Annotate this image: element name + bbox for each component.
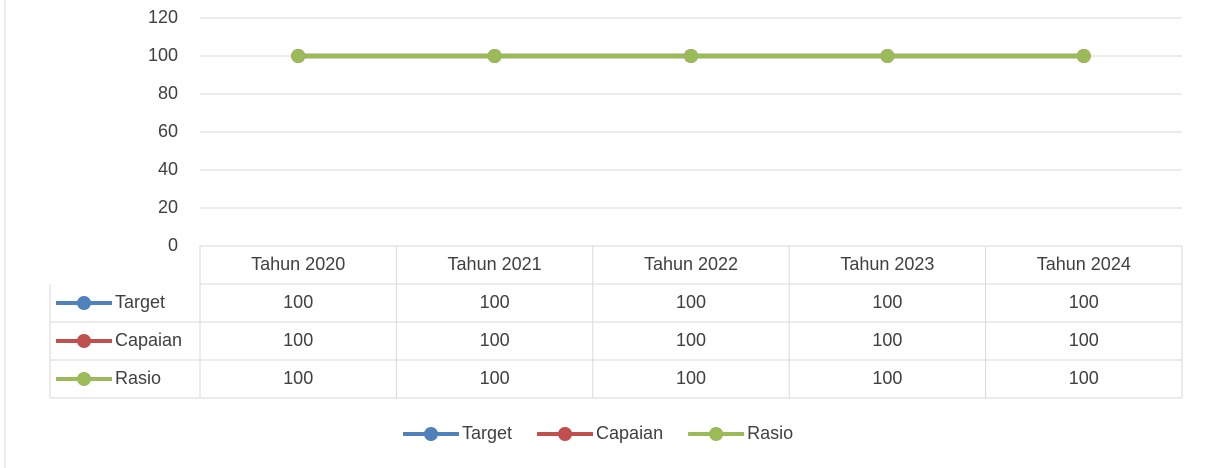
- y-tick-label: 80: [158, 83, 178, 103]
- x-tick-label: Tahun 2024: [1037, 254, 1131, 274]
- table-value: 100: [676, 330, 706, 350]
- legend-marker: [424, 427, 438, 441]
- table-value: 100: [872, 292, 902, 312]
- y-tick-label: 0: [168, 235, 178, 255]
- table-value: 100: [480, 292, 510, 312]
- table-series-name: Capaian: [115, 330, 182, 350]
- table-value: 100: [1069, 330, 1099, 350]
- x-tick-label: Tahun 2022: [644, 254, 738, 274]
- y-tick-label: 120: [148, 7, 178, 27]
- legend-label: Capaian: [596, 423, 663, 443]
- legend-marker: [558, 427, 573, 441]
- point: [291, 49, 306, 63]
- table-series-name: Target: [115, 292, 165, 312]
- table-value: 100: [676, 292, 706, 312]
- legend-marker: [77, 372, 91, 386]
- table-value: 100: [283, 368, 313, 388]
- legend-marker: [77, 334, 91, 348]
- table-value: 100: [480, 330, 510, 350]
- point: [880, 49, 895, 63]
- table-value: 100: [480, 368, 510, 388]
- y-tick-label: 60: [158, 121, 178, 141]
- table-value: 100: [283, 292, 313, 312]
- x-tick-label: Tahun 2023: [840, 254, 934, 274]
- legend-marker: [709, 427, 724, 441]
- table-series-name: Rasio: [115, 368, 161, 388]
- point: [487, 49, 502, 63]
- table-value: 100: [1069, 368, 1099, 388]
- x-tick-label: Tahun 2020: [251, 254, 345, 274]
- y-tick-label: 40: [158, 159, 178, 179]
- table-value: 100: [872, 368, 902, 388]
- legend-label: Rasio: [747, 423, 793, 443]
- y-tick-label: 100: [148, 45, 178, 65]
- table-value: 100: [872, 330, 902, 350]
- legend-marker: [77, 296, 91, 310]
- y-tick-label: 20: [158, 197, 178, 217]
- legend-label: Target: [462, 423, 512, 443]
- table-value: 100: [676, 368, 706, 388]
- table-value: 100: [1069, 292, 1099, 312]
- x-tick-label: Tahun 2021: [448, 254, 542, 274]
- point: [684, 49, 698, 63]
- table-value: 100: [283, 330, 313, 350]
- point: [1076, 49, 1091, 63]
